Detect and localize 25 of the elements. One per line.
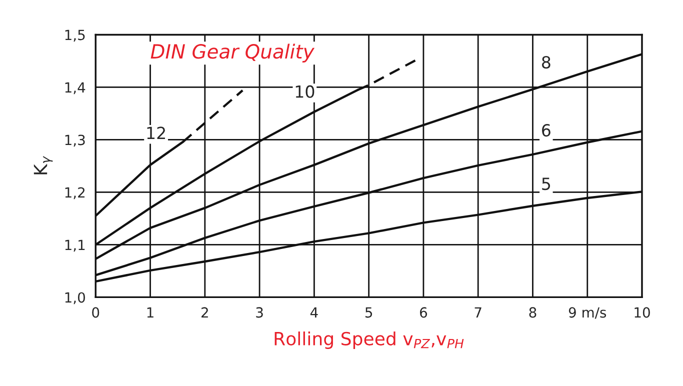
y-tick-label: 1,1 bbox=[65, 240, 85, 252]
y-axis-title: K$_{γ}$ bbox=[34, 156, 53, 174]
y-tick-label: 1,4 bbox=[65, 82, 86, 94]
series-label: 10 bbox=[296, 85, 314, 98]
x-tick-label: 3 bbox=[256, 307, 263, 318]
x-tick-label: 8 bbox=[529, 307, 536, 318]
x-tick-label: 6 bbox=[420, 307, 428, 318]
y-tick-label: 1,0 bbox=[65, 292, 85, 304]
series-label: 8 bbox=[542, 56, 550, 69]
series-label: 5 bbox=[542, 178, 550, 190]
series-label: 6 bbox=[542, 124, 550, 137]
y-tick-label: 1,3 bbox=[65, 134, 85, 147]
y-tick-label: 1,5 bbox=[65, 30, 85, 42]
chart-title: DIN Gear Quality bbox=[150, 44, 315, 63]
x-tick-label: 4 bbox=[310, 307, 318, 318]
x-tick-label: 2 bbox=[202, 307, 208, 318]
y-tick-label: 1,2 bbox=[65, 187, 85, 200]
x-tick-label: 5 bbox=[365, 307, 372, 318]
x-tick-label: 1 bbox=[147, 307, 154, 318]
x-tick-label: 7 bbox=[474, 307, 482, 318]
series-label: 12 bbox=[147, 126, 165, 140]
x-tick-label: 9 m/s bbox=[568, 307, 606, 319]
x-axis-title: Rolling Speed v$_{PZ}$,v$_{PH}$ bbox=[274, 331, 464, 349]
x-tick-label: 10 bbox=[634, 307, 650, 318]
x-tick-label: 0 bbox=[92, 307, 100, 318]
